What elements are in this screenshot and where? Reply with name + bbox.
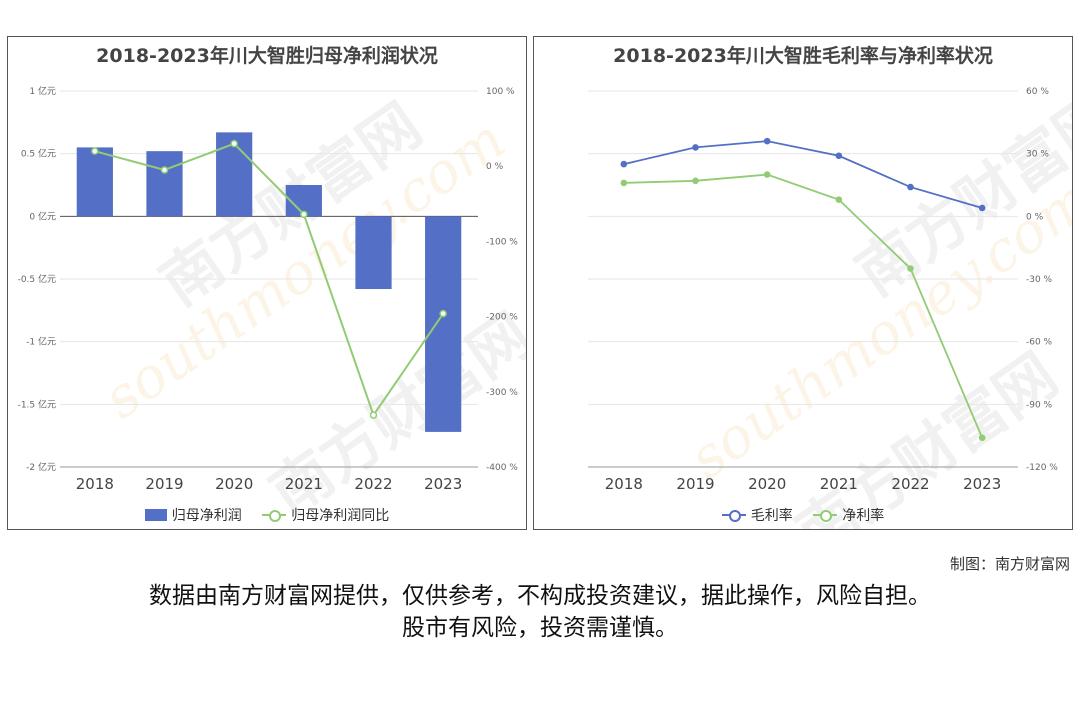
series-line xyxy=(623,140,983,209)
x-tick-label: 2022 xyxy=(354,475,392,493)
y-tick-label: -90 % xyxy=(1026,400,1053,410)
y-tick-label: -120 % xyxy=(1026,463,1058,473)
chart-panel-left: 南方财富网 南方财富网 southmoney.com 2018-2023年川大智… xyxy=(7,36,527,530)
chart-title: 2018-2023年川大智胜毛利率与净利率状况 xyxy=(613,45,993,67)
data-point xyxy=(907,183,914,191)
data-point xyxy=(620,179,628,187)
bar xyxy=(425,216,462,432)
x-tick-label: 2018 xyxy=(605,475,643,493)
data-point xyxy=(978,204,986,212)
y-tick-label: -1 亿元 xyxy=(26,336,56,348)
data-point xyxy=(369,411,378,419)
legend-label: 净利率 xyxy=(842,508,885,524)
legend-item-yoy[interactable]: 归母净利润同比 xyxy=(262,505,389,525)
x-tick-label: 2022 xyxy=(891,475,929,493)
x-tick-label: 2023 xyxy=(424,475,462,493)
legend-item-net-margin[interactable]: 净利率 xyxy=(813,505,884,525)
data-point xyxy=(160,166,169,174)
y-tick-label: -1.5 亿元 xyxy=(18,398,56,410)
data-point xyxy=(300,210,308,219)
x-tick-label: 2018 xyxy=(76,475,114,493)
y-tick-label: 0.5 亿元 xyxy=(21,148,56,160)
y-tick-label: -0.5 亿元 xyxy=(18,273,56,285)
y-tick-label: -60 % xyxy=(1026,338,1053,348)
legend-marker xyxy=(813,509,838,522)
data-point xyxy=(91,147,99,155)
legend-label: 归母净利润同比 xyxy=(291,508,390,524)
x-tick-label: 2021 xyxy=(285,475,323,493)
y2-tick-label: -200 % xyxy=(486,313,518,323)
bar xyxy=(146,151,183,217)
chart-panel-right: 南方财富网 南方财富网 southmoney.com 2018-2023年川大智… xyxy=(533,36,1073,530)
chart-credit: 制图：南方财富网 xyxy=(949,555,1070,573)
legend-label: 归母净利润 xyxy=(171,508,242,524)
x-tick-label: 2021 xyxy=(820,475,858,493)
legend-item-gross-margin[interactable]: 毛利率 xyxy=(721,505,793,525)
y-tick-label: 0 % xyxy=(1026,212,1044,222)
legend: 归母净利润 归母净利润同比 xyxy=(8,505,526,525)
disclaimer-line: 股市有风险，投资需谨慎。 xyxy=(402,615,678,641)
series-line xyxy=(94,142,444,418)
y-tick-label: 1 亿元 xyxy=(29,85,56,97)
y-tick-label: 0 亿元 xyxy=(29,210,56,222)
bar xyxy=(355,216,392,290)
y2-tick-label: 0 % xyxy=(486,162,504,172)
x-tick-label: 2019 xyxy=(145,475,183,493)
legend-marker xyxy=(262,509,287,522)
data-point xyxy=(763,171,771,178)
legend: 毛利率 净利率 xyxy=(534,505,1072,525)
x-tick-label: 2019 xyxy=(676,475,714,493)
y2-tick-label: -100 % xyxy=(486,237,518,247)
x-tick-label: 2023 xyxy=(963,475,1001,493)
y-tick-label: -2 亿元 xyxy=(26,461,56,473)
y2-tick-label: 100 % xyxy=(486,87,515,97)
line-chart: 60 % 30 % 0 % -30 % -60 % -90 % -120 % 2018 2019… xyxy=(588,87,1058,493)
y-tick-label: 60 % xyxy=(1026,87,1049,97)
disclaimer: 数据由南方财富网提供，仅供参考，不构成投资建议，据此操作，风险自担。 股市有风险… xyxy=(0,580,1080,644)
y2-tick-label: -300 % xyxy=(486,388,518,398)
data-point xyxy=(907,265,914,272)
data-point xyxy=(230,139,238,148)
disclaimer-line: 数据由南方财富网提供，仅供参考，不构成投资建议，据此操作，风险自担。 xyxy=(149,583,931,609)
bar xyxy=(76,147,113,217)
y-tick-label: -30 % xyxy=(1026,275,1053,285)
y2-tick-label: -400 % xyxy=(486,463,518,473)
data-point xyxy=(978,434,986,442)
series-line xyxy=(623,173,983,439)
bar-line-chart: 1 亿元 0.5 亿元 0 亿元 -0.5 亿元 -1 亿元 -1.5 亿元 -2 亿元 10… xyxy=(18,85,519,493)
chart-title: 2018-2023年川大智胜归母净利润状况 xyxy=(96,45,438,67)
legend-item-net-profit[interactable]: 归母净利润 xyxy=(144,505,242,525)
legend-marker xyxy=(721,509,746,522)
data-point xyxy=(439,309,447,318)
x-tick-label: 2020 xyxy=(215,475,253,493)
data-point xyxy=(692,144,699,151)
x-tick-label: 2020 xyxy=(748,475,786,493)
data-point xyxy=(620,160,628,168)
data-point xyxy=(763,137,771,145)
legend-swatch xyxy=(144,509,167,521)
data-point xyxy=(835,196,843,203)
legend-label: 毛利率 xyxy=(750,508,793,524)
data-point xyxy=(835,152,843,160)
data-point xyxy=(692,177,699,185)
y-tick-label: 30 % xyxy=(1026,150,1049,160)
